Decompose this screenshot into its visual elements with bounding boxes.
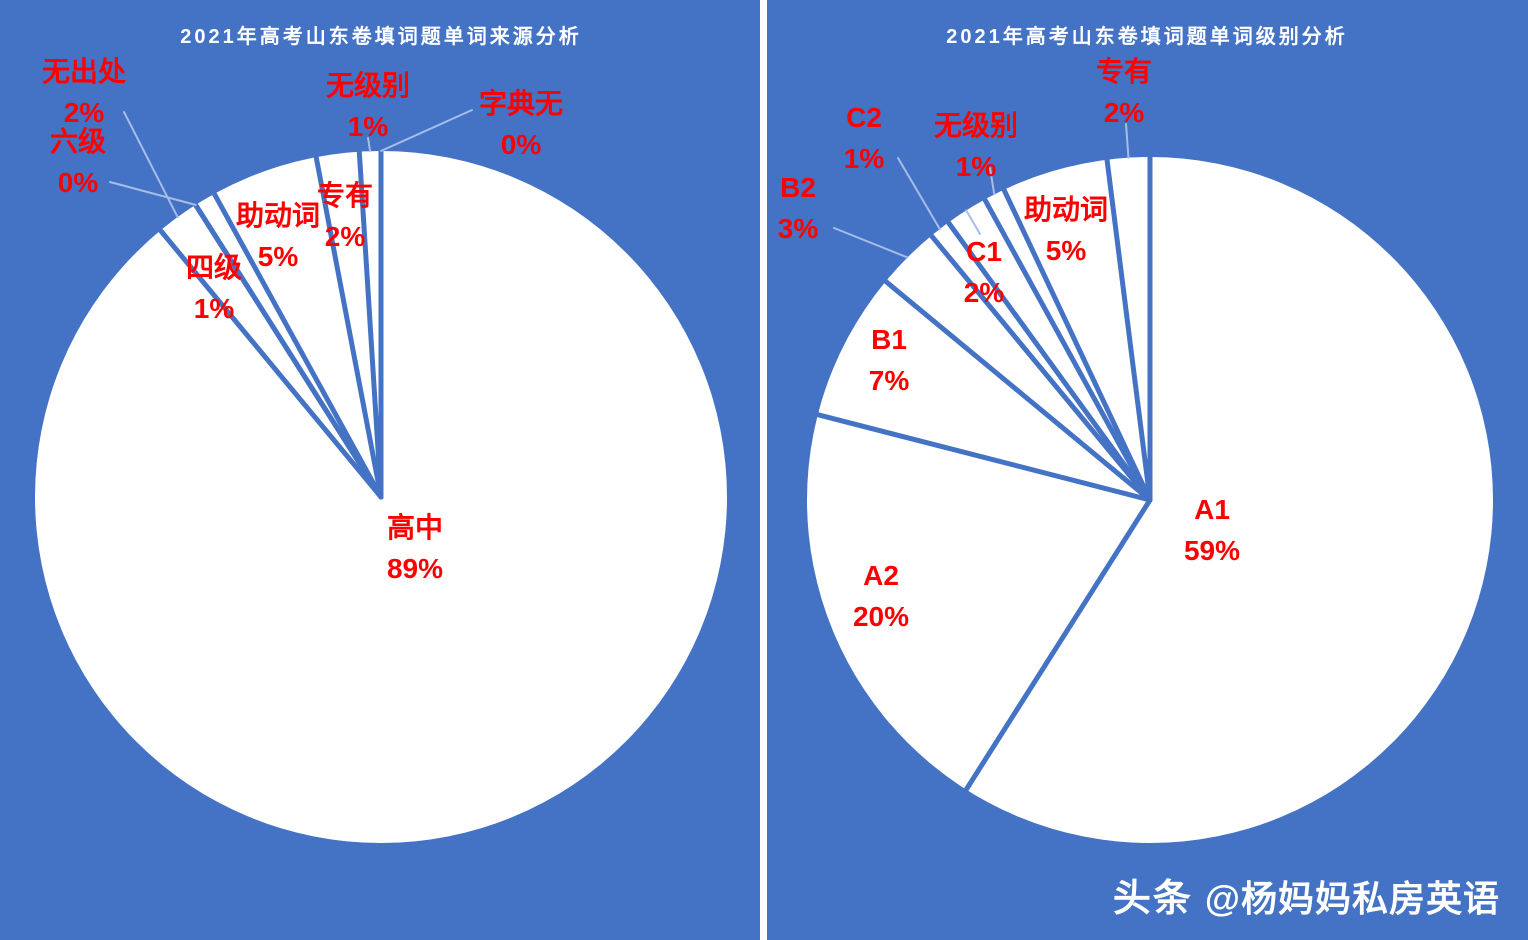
- slice-percent: 0%: [57, 166, 99, 198]
- slice-percent: 20%: [852, 600, 910, 632]
- slice-label-无出处: 无出处 2%: [42, 52, 126, 133]
- slice-percent: 1%: [843, 142, 885, 174]
- slice-percent: 0%: [500, 128, 542, 160]
- slice-name: 字典无: [478, 88, 564, 119]
- slice-label-无级别: 无级别 1%: [934, 106, 1018, 187]
- slice-label-六级: 六级 0%: [50, 122, 106, 203]
- slice-name: A2: [863, 560, 899, 591]
- slice-percent: 2%: [1103, 96, 1145, 128]
- slice-label-A2: A2 20%: [853, 556, 909, 637]
- slice-boundary: [313, 154, 384, 500]
- leader-line: [367, 137, 372, 153]
- slice-percent: 5%: [1045, 234, 1087, 266]
- slice-boundary: [1104, 157, 1153, 503]
- leader-line: [833, 227, 909, 259]
- slice-percent: 89%: [386, 552, 444, 584]
- slice-percent: 7%: [868, 364, 910, 396]
- slice-label-助动词: 助动词 5%: [1024, 190, 1108, 271]
- slice-boundary: [815, 412, 1153, 503]
- slice-name: C2: [846, 102, 882, 133]
- panel-divider: [760, 0, 767, 940]
- slice-boundary: [1001, 187, 1153, 503]
- slice-name: 无出处: [41, 56, 127, 87]
- slice-percent: 3%: [777, 212, 819, 244]
- slice-name: A1: [1194, 494, 1230, 525]
- slice-label-专有: 专有 2%: [1096, 52, 1152, 133]
- slice-percent: 1%: [955, 150, 997, 182]
- slice-label-C2: C2 1%: [844, 98, 884, 179]
- leader-line: [380, 109, 473, 152]
- leader-line: [1125, 123, 1130, 159]
- leader-line: [123, 111, 179, 219]
- slice-percent: 2%: [963, 276, 1005, 308]
- slice-percent: 2%: [63, 96, 105, 128]
- slice-name: 无级别: [933, 110, 1019, 141]
- right-chart-title: 2021年高考山东卷填词题单词级别分析: [946, 26, 1348, 48]
- slice-percent: 2%: [324, 220, 366, 252]
- slice-boundary: [982, 196, 1153, 503]
- slice-name: 六级: [49, 126, 107, 157]
- slice-boundary: [883, 278, 1153, 503]
- slice-percent: 59%: [1183, 534, 1241, 566]
- slice-boundary: [193, 202, 384, 500]
- slice-boundary: [945, 220, 1153, 503]
- leader-line: [989, 167, 996, 196]
- leader-line: [109, 181, 197, 206]
- slice-label-字典无: 字典无 0%: [479, 84, 563, 165]
- slice-label-无级别: 无级别 1%: [326, 66, 410, 147]
- slice-boundary: [211, 191, 384, 500]
- slice-name: 助动词: [1023, 194, 1109, 225]
- slice-label-B1: B1 7%: [869, 320, 909, 401]
- slice-name: 四级: [185, 252, 243, 283]
- slice-name: 专有: [1095, 56, 1153, 87]
- watermark-handle: @杨妈妈私房英语: [1204, 878, 1500, 919]
- left-chart-title: 2021年高考山东卷填词题单词来源分析: [180, 26, 582, 48]
- slice-name: 专有: [316, 180, 374, 211]
- slice-percent: 1%: [193, 292, 235, 324]
- slice-label-A1: A1 59%: [1184, 490, 1240, 571]
- slice-label-四级: 四级 1%: [186, 248, 242, 329]
- slice-name: C1: [966, 236, 1002, 267]
- leader-line: [897, 157, 941, 230]
- slice-name: B2: [780, 172, 816, 203]
- leader-line: [965, 209, 981, 235]
- slice-boundary: [928, 233, 1153, 503]
- slice-percent: 5%: [257, 240, 299, 272]
- slice-boundary: [356, 149, 384, 500]
- watermark: 头条 @杨妈妈私房英语: [1113, 867, 1500, 922]
- slice-label-高中: 高中 89%: [387, 508, 443, 589]
- slice-label-助动词: 助动词 5%: [236, 196, 320, 277]
- slice-boundary: [157, 227, 384, 500]
- slice-label-C1: C1 2%: [964, 232, 1004, 313]
- slice-boundary: [963, 497, 1153, 793]
- watermark-brand: 头条: [1112, 878, 1193, 920]
- slice-percent: 1%: [347, 110, 389, 142]
- slice-label-专有: 专有 2%: [317, 176, 373, 257]
- slice-name: 无级别: [325, 70, 411, 101]
- slice-name: B1: [871, 324, 907, 355]
- slice-name: 高中: [386, 512, 444, 543]
- slice-label-B2: B2 3%: [778, 168, 818, 249]
- slice-name: 助动词: [235, 200, 321, 231]
